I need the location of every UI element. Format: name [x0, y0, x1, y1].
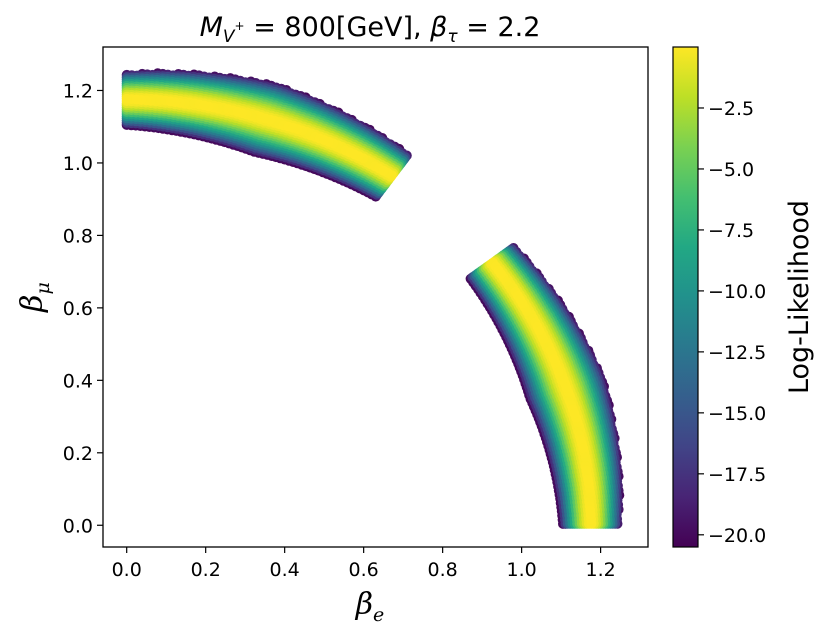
title-m-value: = 800[GeV], [245, 12, 431, 43]
x-tick-label: 1.0 [507, 559, 537, 581]
title-b-value: = 2.2 [458, 12, 541, 43]
x-axis-label: βe [355, 587, 385, 626]
scatter-point [260, 113, 271, 124]
scatter-point [349, 149, 360, 160]
title-m-sup: + [235, 19, 245, 33]
colorbar-tick-label: −17.5 [708, 464, 766, 486]
scatter-point [583, 474, 593, 485]
y-axis-label-sub: μ [32, 282, 54, 294]
scatter-point [578, 443, 589, 454]
title-b-symbol: β [429, 12, 447, 43]
colorbar-tick-label: −12.5 [708, 342, 766, 364]
scatter-point [378, 165, 389, 176]
colorbar-tick-label: −10.0 [708, 281, 766, 303]
x-axis: 0.0 0.2 0.4 0.6 0.8 1.0 1.2 [112, 547, 616, 581]
y-tick-label: 0.0 [63, 515, 93, 537]
colorbar-label: Log-Likelihood [784, 200, 815, 394]
colorbar-tick-label: −7.5 [708, 220, 754, 242]
scatter-point [534, 325, 545, 336]
x-tick-label: 0.0 [112, 559, 142, 581]
colorbar-tick-label: −5.0 [708, 159, 754, 181]
scatter-points [121, 68, 625, 529]
colorbar-tick-label: −20.0 [708, 525, 766, 547]
x-tick-label: 0.8 [428, 559, 458, 581]
y-axis-label: βμ [15, 282, 54, 313]
colorbar: −2.5 −5.0 −7.5 −10.0 −12.5 −15.0 −17.5 −20.0 Lo… [672, 46, 815, 548]
scatter-point [561, 382, 572, 393]
y-tick-label: 1.0 [63, 153, 93, 175]
x-tick-label: 0.6 [349, 559, 379, 581]
y-tick-label: 0.8 [63, 225, 93, 247]
title-m-sub: V [223, 27, 236, 47]
y-tick-label: 0.4 [63, 370, 93, 392]
scatter-point [569, 408, 580, 419]
scatter-point [288, 122, 298, 133]
colorbar-gradient [672, 46, 699, 548]
x-axis-label-sub: e [373, 604, 384, 626]
colorbar-tick-label: −15.0 [708, 403, 766, 425]
x-tick-label: 0.2 [191, 559, 221, 581]
plot-frame [102, 46, 649, 548]
x-axis-label-symbol: β [355, 587, 373, 622]
scatter-point [319, 135, 330, 146]
y-axis: 0.0 0.2 0.4 0.6 0.8 1.0 1.2 [63, 80, 103, 537]
y-tick-label: 0.6 [63, 298, 93, 320]
title-m-symbol: M [200, 12, 223, 43]
scatter-point [515, 294, 526, 305]
scatter-point [496, 268, 506, 279]
scatter-point [585, 509, 596, 520]
y-tick-label: 1.2 [63, 80, 93, 102]
x-tick-label: 1.2 [585, 559, 615, 581]
colorbar-ticks: −2.5 −5.0 −7.5 −10.0 −12.5 −15.0 −17.5 −20.0 [698, 98, 766, 547]
scatter-point [232, 106, 243, 117]
scatter-point [548, 353, 559, 364]
scatter-point [199, 100, 210, 111]
chart-title: MV+ = 800[GeV], βτ = 2.2 [200, 12, 541, 47]
title-b-sub: τ [447, 27, 458, 47]
plot-area [102, 46, 649, 548]
y-axis-label-symbol: β [15, 295, 50, 313]
scatter-point [165, 96, 176, 107]
x-tick-label: 0.4 [270, 559, 300, 581]
colorbar-tick-label: −2.5 [708, 98, 754, 120]
scatter-point [131, 94, 142, 105]
y-tick-label: 0.2 [63, 443, 93, 465]
